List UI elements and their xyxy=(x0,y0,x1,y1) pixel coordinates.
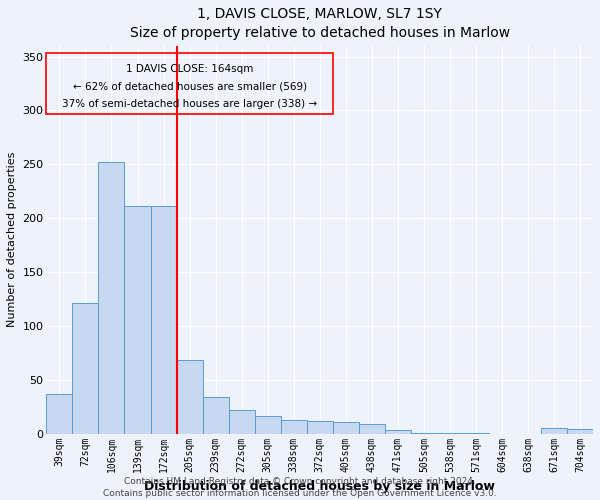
Bar xyxy=(333,422,359,434)
Bar xyxy=(176,360,203,434)
Y-axis label: Number of detached properties: Number of detached properties xyxy=(7,152,17,328)
Text: ← 62% of detached houses are smaller (569): ← 62% of detached houses are smaller (56… xyxy=(73,82,307,92)
Bar xyxy=(46,394,73,434)
Bar xyxy=(385,430,411,434)
Text: 37% of semi-detached houses are larger (338) →: 37% of semi-detached houses are larger (… xyxy=(62,98,317,108)
Bar xyxy=(46,54,333,114)
Text: Contains HM Land Registry data © Crown copyright and database right 2024.
Contai: Contains HM Land Registry data © Crown c… xyxy=(103,476,497,498)
X-axis label: Distribution of detached houses by size in Marlow: Distribution of detached houses by size … xyxy=(144,480,495,493)
Bar xyxy=(124,206,151,434)
Bar xyxy=(463,432,489,434)
Bar xyxy=(567,430,593,434)
Title: 1, DAVIS CLOSE, MARLOW, SL7 1SY
Size of property relative to detached houses in : 1, DAVIS CLOSE, MARLOW, SL7 1SY Size of … xyxy=(130,7,510,40)
Bar xyxy=(254,416,281,434)
Bar xyxy=(437,432,463,434)
Bar xyxy=(359,424,385,434)
Bar xyxy=(73,304,98,434)
Bar xyxy=(541,428,567,434)
Bar xyxy=(411,432,437,434)
Bar xyxy=(203,397,229,434)
Bar xyxy=(151,206,176,434)
Bar xyxy=(281,420,307,434)
Bar xyxy=(229,410,254,434)
Text: 1 DAVIS CLOSE: 164sqm: 1 DAVIS CLOSE: 164sqm xyxy=(126,64,253,74)
Bar xyxy=(307,421,333,434)
Bar xyxy=(98,162,124,433)
